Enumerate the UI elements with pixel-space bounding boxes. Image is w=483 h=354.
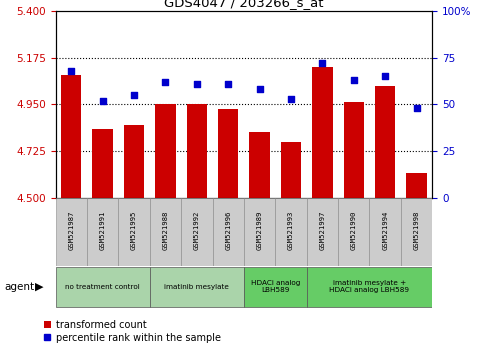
Point — [99, 98, 107, 103]
Text: agent: agent — [5, 282, 35, 292]
Bar — [186, 104, 207, 198]
Text: GSM521997: GSM521997 — [319, 211, 326, 250]
Text: HDACi analog
LBH589: HDACi analog LBH589 — [251, 280, 300, 293]
Text: imatinib mesylate: imatinib mesylate — [164, 284, 229, 290]
Text: imatinib mesylate +
HDACi analog LBH589: imatinib mesylate + HDACi analog LBH589 — [329, 280, 410, 293]
Point — [412, 105, 420, 111]
Bar — [118, 198, 150, 266]
Bar — [406, 173, 427, 198]
Text: GSM521990: GSM521990 — [351, 211, 357, 250]
Bar — [56, 198, 87, 266]
Point — [130, 92, 138, 98]
Text: no treatment control: no treatment control — [65, 284, 140, 290]
Bar — [92, 130, 113, 198]
Text: GSM521994: GSM521994 — [382, 211, 388, 250]
Bar — [56, 267, 150, 307]
Bar — [218, 109, 239, 198]
Bar — [281, 142, 301, 198]
Point — [224, 81, 232, 87]
Bar — [249, 132, 270, 198]
Bar — [150, 198, 181, 266]
Point — [319, 60, 327, 66]
Bar — [343, 102, 364, 198]
Bar — [87, 198, 118, 266]
Point — [68, 68, 75, 74]
Bar — [401, 198, 432, 266]
Bar — [307, 198, 338, 266]
Point — [350, 77, 357, 83]
Legend: transformed count, percentile rank within the sample: transformed count, percentile rank withi… — [43, 320, 221, 343]
Bar — [61, 75, 82, 198]
Text: GSM521987: GSM521987 — [68, 211, 74, 250]
Text: GSM521992: GSM521992 — [194, 211, 200, 250]
Point — [193, 81, 201, 87]
Bar — [213, 198, 244, 266]
Point — [382, 74, 389, 79]
Point — [161, 79, 170, 85]
Bar — [369, 198, 401, 266]
Bar — [275, 198, 307, 266]
Text: GSM521989: GSM521989 — [256, 211, 263, 250]
Bar — [307, 267, 432, 307]
Point — [256, 87, 264, 92]
Bar — [124, 125, 144, 198]
Bar — [312, 67, 333, 198]
Point — [287, 96, 295, 102]
Bar — [155, 104, 176, 198]
Text: GSM521993: GSM521993 — [288, 211, 294, 250]
Text: GSM521988: GSM521988 — [162, 211, 169, 250]
Bar — [244, 198, 275, 266]
Bar — [181, 198, 213, 266]
Text: GSM521995: GSM521995 — [131, 211, 137, 250]
Bar — [375, 86, 396, 198]
Title: GDS4047 / 203266_s_at: GDS4047 / 203266_s_at — [164, 0, 324, 10]
Text: GSM521996: GSM521996 — [225, 211, 231, 250]
Text: ▶: ▶ — [35, 282, 43, 292]
Bar — [150, 267, 244, 307]
Text: GSM521998: GSM521998 — [413, 211, 420, 250]
Bar — [244, 267, 307, 307]
Bar — [338, 198, 369, 266]
Text: GSM521991: GSM521991 — [99, 211, 106, 250]
